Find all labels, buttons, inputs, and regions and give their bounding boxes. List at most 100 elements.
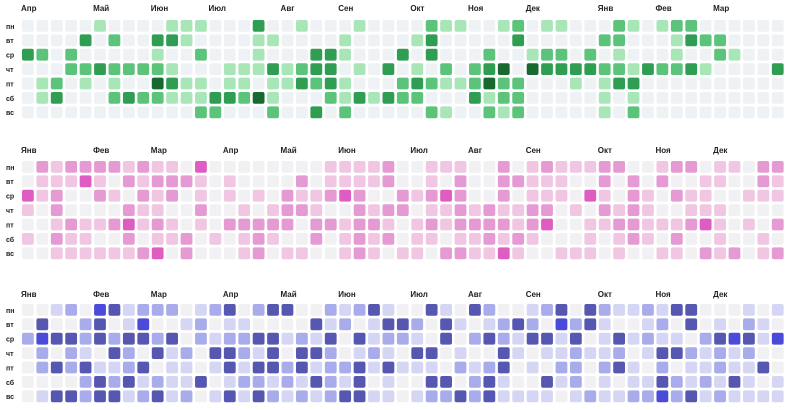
heatmap-cell <box>757 204 770 216</box>
heatmap-cell <box>469 247 481 260</box>
heatmap-cell <box>411 48 424 61</box>
heatmap-cell <box>22 77 34 90</box>
weekday-label: пн <box>6 308 14 315</box>
heatmap-cell <box>771 175 784 188</box>
month-label: Сен <box>526 290 541 299</box>
weekday-label: чт <box>6 351 14 358</box>
heatmap-cell <box>469 189 481 202</box>
heatmap-cell <box>295 304 308 316</box>
heatmap-cell <box>569 247 582 260</box>
heatmap-cell <box>670 92 683 104</box>
heatmap-cell <box>627 161 640 173</box>
heatmap-cell <box>353 247 366 260</box>
heatmap-cell <box>353 218 366 231</box>
heatmap-cell <box>137 233 150 245</box>
heatmap-cell <box>714 175 726 188</box>
heatmap-cell <box>584 376 597 388</box>
heatmap-cell <box>656 77 669 90</box>
heatmap-cell <box>137 175 150 188</box>
heatmap-cell <box>670 34 683 47</box>
weekday-label: вс <box>6 251 14 258</box>
heatmap-cell <box>743 390 755 403</box>
heatmap-cell <box>137 376 150 388</box>
heatmap-cell <box>670 304 683 316</box>
heatmap-cell <box>267 175 279 188</box>
heatmap-cell <box>353 318 366 331</box>
heatmap-cell <box>339 247 352 260</box>
heatmap-cell <box>440 63 452 75</box>
heatmap-cell <box>526 77 539 90</box>
heatmap-cell <box>368 233 380 245</box>
heatmap-cell <box>497 175 510 188</box>
heatmap-cell <box>267 304 279 316</box>
heatmap-cell <box>555 247 568 260</box>
heatmap-cell <box>267 390 279 403</box>
heatmap-cell <box>771 63 784 75</box>
heatmap-cell <box>94 189 106 202</box>
heatmap-cell <box>122 390 135 403</box>
heatmap-cell <box>699 361 712 374</box>
heatmap-cell <box>324 218 337 231</box>
heatmap-cell <box>339 204 352 216</box>
heatmap-cell <box>642 161 654 173</box>
heatmap-cell <box>252 77 265 90</box>
heatmap-cell <box>685 304 698 316</box>
heatmap-cell <box>36 106 49 119</box>
heatmap-cell <box>310 204 323 216</box>
heatmap-cell <box>339 34 352 47</box>
heatmap-cell <box>584 106 597 119</box>
heatmap-cell <box>483 20 496 32</box>
heatmap-cell <box>108 161 121 173</box>
heatmap-cell <box>65 376 78 388</box>
heatmap-cell <box>324 204 337 216</box>
month-label: Авг <box>468 290 483 299</box>
heatmap-cell <box>324 77 337 90</box>
heatmap-cell <box>584 318 597 331</box>
heatmap-cell <box>310 304 323 316</box>
heatmap-cell <box>425 204 438 216</box>
heatmap-cell <box>36 247 49 260</box>
heatmap-cell <box>584 218 597 231</box>
heatmap-cell <box>180 175 193 188</box>
heatmap-cell <box>771 376 784 388</box>
heatmap-cell <box>281 218 294 231</box>
month-label: Ноя <box>655 146 671 155</box>
heatmap-cell <box>699 247 712 260</box>
heatmap-cell <box>512 332 525 345</box>
heatmap-cell <box>454 332 467 345</box>
heatmap-cell <box>656 106 669 119</box>
heatmap-cell <box>627 63 640 75</box>
heatmap-cell <box>324 92 337 104</box>
heatmap-cell <box>642 218 654 231</box>
heatmap-cell <box>310 34 323 47</box>
heatmap-cell <box>627 34 640 47</box>
heatmap-cell <box>670 20 683 32</box>
heatmap-cell <box>714 77 726 90</box>
heatmap-cell <box>50 390 63 403</box>
heatmap-cell <box>728 77 741 90</box>
heatmap-cell <box>122 304 135 316</box>
heatmap-cell <box>526 247 539 260</box>
heatmap-cell <box>65 175 78 188</box>
heatmap-cell <box>151 318 164 331</box>
heatmap-cell <box>324 189 337 202</box>
heatmap-cell <box>454 161 467 173</box>
heatmap-cell <box>613 189 626 202</box>
heatmap-cell <box>411 92 424 104</box>
heatmap-cell <box>497 361 510 374</box>
heatmap-cell <box>94 77 106 90</box>
heatmap-cell <box>656 189 669 202</box>
heatmap-cell <box>440 247 452 260</box>
heatmap-cell <box>555 361 568 374</box>
month-label: Апр <box>223 146 239 155</box>
heatmap-cell <box>685 175 698 188</box>
heatmap-cell <box>685 161 698 173</box>
heatmap-cell <box>425 347 438 359</box>
heatmap-cell <box>281 34 294 47</box>
heatmap-cell <box>627 390 640 403</box>
heatmap-cell <box>714 218 726 231</box>
heatmap-cell <box>166 175 178 188</box>
heatmap-cell <box>569 318 582 331</box>
heatmap-cell <box>743 34 755 47</box>
heatmap-cell <box>627 204 640 216</box>
